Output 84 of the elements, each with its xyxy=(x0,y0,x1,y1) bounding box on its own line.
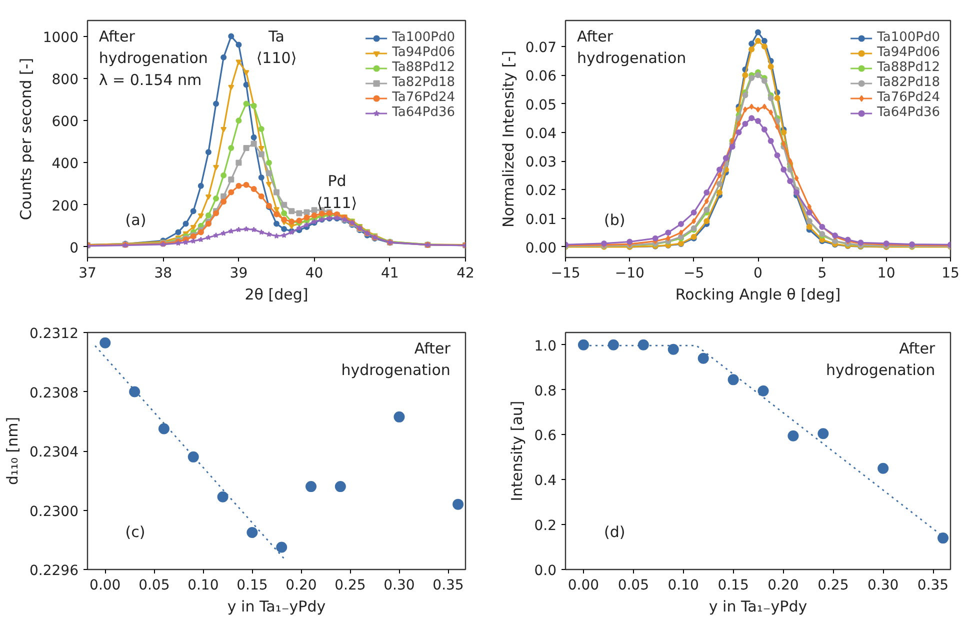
x-tick-label: 0.15 xyxy=(718,578,749,594)
legend-label: Ta94Pd06 xyxy=(877,45,940,60)
y-tick-label: 0.07 xyxy=(525,40,556,56)
x-tick-label: 10 xyxy=(877,266,896,282)
legend-label: Ta76Pd24 xyxy=(392,90,455,105)
y-tick-label: 0.2304 xyxy=(30,444,79,460)
annotation: After hydrogenation xyxy=(341,340,452,380)
x-tick-label: −10 xyxy=(614,266,644,282)
y-tick-label: 1.0 xyxy=(534,338,556,354)
x-tick-label: 15 xyxy=(942,266,960,282)
y-tick-label: 0.2 xyxy=(534,518,556,534)
y-tick-label: 400 xyxy=(52,156,79,172)
legend-label: Ta82Pd18 xyxy=(392,75,455,90)
y-tick-label: 0.04 xyxy=(525,126,557,142)
legend-label: Ta82Pd18 xyxy=(877,75,940,90)
y-tick-label: 600 xyxy=(52,114,79,130)
y-tick-label: 0.03 xyxy=(525,154,556,171)
y-tick-label: 0.00 xyxy=(525,240,556,256)
x-tick-label: 38 xyxy=(154,266,172,282)
x-tick-label: 0.30 xyxy=(384,578,415,594)
y-tick-label: 200 xyxy=(52,198,79,214)
y-tick-label: 0.2312 xyxy=(30,326,79,342)
y-tick-label: 0.2308 xyxy=(30,385,79,402)
x-tick-label: 0.05 xyxy=(138,578,170,594)
annotation: After hydrogenation λ = 0.154 nm xyxy=(98,28,208,89)
y-tick-label: 0.8 xyxy=(534,383,556,400)
y-axis-title: Intensity [au] xyxy=(508,400,526,502)
x-tick-label: 39 xyxy=(230,266,248,282)
x-tick-label: −5 xyxy=(684,266,704,282)
annotation: (b) xyxy=(604,211,626,230)
x-axis-title: 2θ [deg] xyxy=(244,286,308,304)
legend-label: Ta76Pd24 xyxy=(877,90,940,105)
y-tick-label: 0.0 xyxy=(534,563,556,579)
x-tick-label: 0.00 xyxy=(90,578,121,594)
y-tick-label: 800 xyxy=(52,72,79,88)
x-tick-label: 0.30 xyxy=(868,578,899,594)
x-tick-label: 0 xyxy=(754,266,762,282)
y-tick-label: 0.4 xyxy=(534,473,557,490)
x-tick-label: 0.35 xyxy=(917,578,949,594)
x-tick-label: 41 xyxy=(380,266,399,282)
x-tick-label: 0.20 xyxy=(768,578,799,594)
annotation: After hydrogenation xyxy=(826,340,936,380)
annotation: (d) xyxy=(604,523,626,542)
y-tick-label: 1000 xyxy=(42,30,79,46)
x-axis-title: Rocking Angle θ [deg] xyxy=(675,286,841,304)
legend-label: Ta64Pd36 xyxy=(392,105,455,120)
x-tick-label: 0.10 xyxy=(668,578,699,594)
x-tick-label: 0.05 xyxy=(618,578,649,594)
y-axis-title: Normalized Intensity [-] xyxy=(499,50,518,228)
annotation: Ta ⟨110⟩ xyxy=(256,28,297,68)
y-tick-label: 0.2300 xyxy=(30,504,79,520)
y-tick-label: 0.6 xyxy=(534,428,557,444)
y-axis-title: d₁₁₀ [nm] xyxy=(4,416,22,486)
annotation: After hydrogenation xyxy=(577,28,686,68)
legend-label: Ta88Pd12 xyxy=(877,60,940,75)
legend-label: Ta64Pd36 xyxy=(877,105,940,120)
x-tick-label: 0.15 xyxy=(236,578,268,594)
x-tick-label: 0.25 xyxy=(818,578,849,594)
legend-label: Ta100Pd0 xyxy=(392,30,455,45)
y-axis-title: Counts per second [-] xyxy=(16,58,35,220)
x-axis-title: y in Ta₁₋yPdy xyxy=(227,598,326,616)
x-tick-label: 5 xyxy=(818,266,827,282)
y-tick-label: 0.01 xyxy=(525,212,556,228)
legend-label: Ta94Pd06 xyxy=(392,45,455,60)
x-axis-title: y in Ta₁₋yPdy xyxy=(708,598,808,616)
x-tick-label: 42 xyxy=(456,266,474,282)
annotation: Pd ⟨111⟩ xyxy=(316,172,358,212)
x-tick-label: −15 xyxy=(550,266,580,282)
x-tick-label: 40 xyxy=(305,266,324,282)
x-tick-label: 0.00 xyxy=(568,578,600,594)
x-tick-label: 0.35 xyxy=(432,578,464,594)
annotation: (c) xyxy=(125,523,146,542)
y-tick-label: 0.06 xyxy=(525,68,557,85)
annotation: (a) xyxy=(125,211,146,230)
x-tick-label: 0.20 xyxy=(286,578,317,594)
y-tick-label: 0.05 xyxy=(525,97,556,114)
x-tick-label: 0.10 xyxy=(188,578,219,594)
x-tick-label: 0.25 xyxy=(334,578,366,594)
legend-label: Ta88Pd12 xyxy=(392,60,455,75)
x-tick-label: 37 xyxy=(78,266,96,282)
legend-label: Ta100Pd0 xyxy=(877,30,940,45)
y-tick-label: 0.2296 xyxy=(30,563,79,579)
y-tick-label: 0 xyxy=(70,240,79,256)
y-tick-label: 0.02 xyxy=(525,183,556,200)
